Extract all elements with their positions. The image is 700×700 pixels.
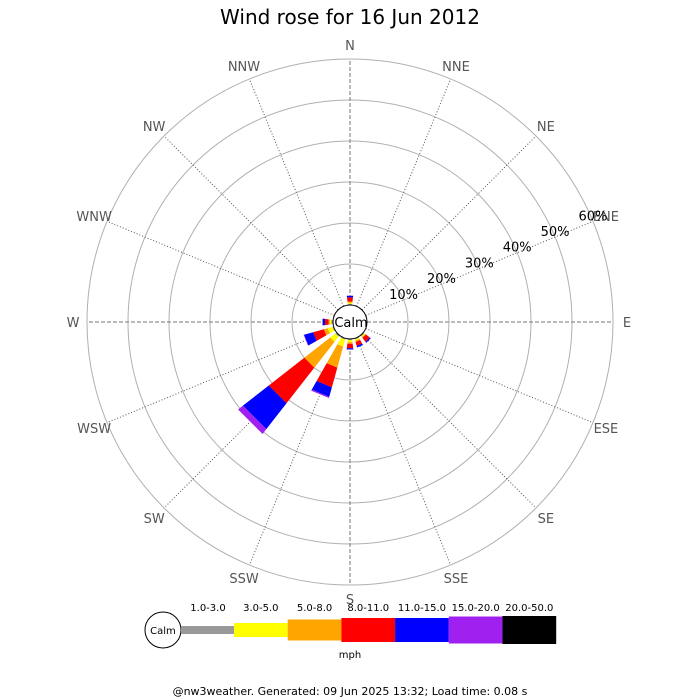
legend-swatch-3	[341, 618, 396, 642]
bar-w-bin-2	[328, 319, 330, 325]
bar-se-bin-2	[361, 333, 366, 338]
bar-ssw-bin-2	[326, 344, 344, 368]
direction-label-ssw: SSW	[229, 572, 259, 587]
legend-label-1: 3.0-5.0	[243, 603, 278, 614]
legend-label-6: 20.0-50.0	[505, 603, 553, 614]
bar-ssw-bin-3	[316, 363, 338, 388]
bar-se-bin-0	[360, 332, 365, 337]
bar-ssw-bin-1	[337, 337, 346, 347]
legend-label-4: 11.0-15.0	[398, 603, 446, 614]
bar-wsw-bin-5	[303, 334, 309, 346]
grid-spoke	[356, 337, 452, 566]
direction-label-ne: NE	[537, 120, 555, 135]
direction-label-wsw: WSW	[77, 422, 111, 437]
legend-label-5: 15.0-20.0	[452, 603, 500, 614]
bar-w-bin-3	[324, 318, 329, 326]
grid-spoke	[356, 78, 452, 307]
radial-tick-label: 20%	[427, 272, 456, 287]
wind-bars	[238, 295, 371, 434]
direction-label-nnw: NNW	[228, 60, 260, 75]
grid-spoke	[106, 328, 335, 424]
bar-wsw-bin-2	[323, 328, 330, 336]
grid-ring	[86, 58, 614, 586]
grid-spoke	[361, 333, 537, 509]
direction-label-s: S	[346, 593, 354, 608]
bar-n-bin-1	[347, 302, 353, 304]
legend-swatch-6	[502, 616, 557, 644]
bar-wsw-bin-3	[313, 329, 327, 341]
bar-s-bin-1	[347, 340, 353, 343]
bar-sw-bin-4	[242, 385, 287, 430]
direction-label-n: N	[345, 39, 355, 54]
radial-tick-label: 30%	[465, 256, 494, 271]
legend-label-3: 8.0-11.0	[347, 603, 389, 614]
direction-label-w: W	[67, 316, 80, 331]
bar-s-bin-2	[347, 342, 353, 344]
direction-label-wnw: WNW	[76, 210, 112, 225]
radial-tick-label: 60%	[579, 209, 608, 224]
bar-sse-bin-1	[354, 337, 360, 341]
legend-swatch-0	[181, 626, 234, 634]
speed-legend: Calm 1.0-3.0 3.0-5.0 5.0-8.0 8.0-11.0 11.0-1…	[144, 603, 557, 649]
bar-ssw-bin-5	[311, 389, 330, 399]
legend-label-2: 5.0-8.0	[297, 603, 332, 614]
chart-title: Wind rose for 16 Jun 2012	[220, 5, 480, 29]
grid-spoke	[106, 220, 335, 316]
legend-calm-label: Calm	[150, 626, 176, 637]
bar-w-bin-1	[329, 319, 332, 325]
bar-se-bin-3	[362, 334, 370, 342]
legend-swatch-1	[234, 623, 288, 637]
bar-ssw-bin-4	[311, 381, 332, 397]
bar-sw-bin-3	[268, 357, 315, 404]
direction-label-e: E	[623, 316, 631, 331]
calm-label: Calm	[334, 316, 367, 331]
polar-grid: N NNE NE ENE E ESE SE SSE S SSW SW WSW W WNW NW NNW	[67, 39, 632, 608]
bar-sw-bin-2	[304, 337, 335, 368]
bar-n-bin-4	[346, 295, 354, 298]
calm-center: Calm	[332, 304, 368, 340]
bar-sw-bin-1	[330, 333, 339, 342]
direction-label-nw: NW	[143, 120, 166, 135]
grid-ring	[291, 263, 409, 381]
bar-sse-bin-4	[356, 343, 364, 348]
grid-spoke	[365, 220, 594, 316]
grid-spoke	[248, 78, 344, 307]
bar-wsw-bin-4	[303, 332, 317, 346]
radial-tick-labels: 10% 20% 30% 40% 50% 60%	[389, 209, 607, 302]
bar-w-bin-4	[322, 318, 325, 326]
bar-s-bin-4	[346, 348, 354, 350]
direction-label-se: SE	[538, 512, 554, 527]
legend-unit: mph	[339, 650, 361, 661]
bar-s-bin-3	[346, 343, 354, 349]
legend-swatch-4	[395, 618, 449, 642]
direction-label-sw: SW	[144, 512, 165, 527]
bar-sse-bin-3	[355, 340, 363, 346]
bar-se-bin-4	[365, 337, 371, 343]
direction-label-nne: NNE	[442, 60, 470, 75]
bar-sw-bin-5	[238, 405, 267, 434]
bar-se-bin-1	[361, 333, 366, 338]
bar-n-bin-2	[347, 301, 353, 303]
bar-n-bin-3	[346, 297, 354, 302]
bar-wsw-bin-1	[327, 326, 335, 334]
legend-swatch-2	[287, 619, 342, 641]
bar-sw-bin-0	[335, 332, 340, 337]
grid-spoke	[163, 135, 339, 311]
grid-spoke	[361, 135, 537, 311]
footer-text: @nw3weather. Generated: 09 Jun 2025 13:3…	[173, 685, 528, 698]
grid-spoke	[248, 337, 344, 566]
direction-label-sse: SSE	[444, 572, 469, 587]
radial-tick-label: 10%	[389, 288, 418, 303]
legend-swatch-5	[448, 616, 503, 644]
calm-circle	[332, 304, 368, 340]
radial-tick-label: 50%	[541, 225, 570, 240]
bar-sse-bin-2	[355, 338, 361, 342]
legend-label-0: 1.0-3.0	[190, 603, 225, 614]
direction-label-ene: ENE	[593, 210, 619, 225]
radial-tick-label: 40%	[503, 241, 532, 256]
grid-spoke	[365, 328, 594, 424]
direction-label-ese: ESE	[594, 422, 619, 437]
